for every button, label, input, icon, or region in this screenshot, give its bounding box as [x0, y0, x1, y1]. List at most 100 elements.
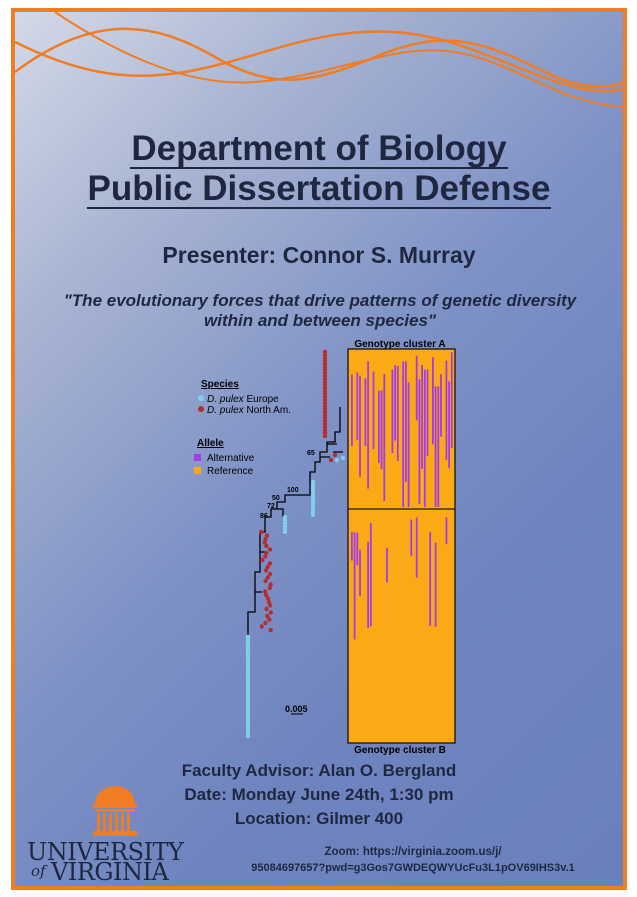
heatmap-streak — [359, 375, 361, 477]
uva-logo: UNIVERSITY of VIRGINIA — [27, 782, 197, 886]
north-am-tip — [265, 575, 270, 580]
heatmap-frame — [347, 348, 456, 744]
heatmap-streak — [434, 542, 437, 627]
heatmap-streak — [437, 386, 440, 507]
europe-tips — [245, 455, 346, 739]
north-am-tip — [328, 457, 334, 463]
legend-europe-label: D. pulex Europe — [207, 394, 279, 405]
north-am-tip — [267, 547, 273, 552]
heatmap-streak — [440, 374, 442, 437]
zoom-link[interactable]: 95084697657?pwd=g3Gos7GWDEQWYUcFu3L1pOV6… — [251, 862, 575, 874]
heatmap-streak — [410, 519, 413, 556]
title-line-2-text: Public Dissertation Defense — [86, 169, 552, 209]
heatmap-streak — [359, 549, 361, 597]
phylogenetic-tree — [247, 407, 343, 635]
north-am-tip — [265, 564, 270, 570]
north-am-tip — [267, 571, 273, 577]
title-line-1-text: Department of Biology — [130, 129, 508, 169]
heatmap-streak — [434, 386, 437, 507]
north-am-tip — [268, 610, 274, 615]
heatmap-streak — [383, 374, 386, 502]
heatmap-streak — [429, 532, 432, 626]
legend-north-am-species: D. pulex — [207, 405, 245, 416]
cluster-b-label: Genotype cluster B — [354, 745, 446, 756]
heatmap-streak — [369, 523, 372, 627]
heatmap-streak — [415, 517, 418, 578]
heatmap-streak — [407, 382, 410, 507]
heatmap-streak — [421, 364, 423, 469]
heatmap-streak — [432, 357, 434, 445]
zoom-line-1: Zoom: https://virginia.zoom.us/j/ — [324, 846, 502, 858]
faculty-advisor: Faculty Advisor: Alan O. Bergland — [181, 761, 457, 780]
heatmap-streak — [367, 361, 369, 489]
heatmap-streak — [356, 532, 359, 566]
legend-species-heading: Species — [201, 379, 239, 390]
legend-reference-swatch — [194, 467, 201, 474]
north-am-tip — [267, 603, 273, 608]
cluster-a-label: Genotype cluster A — [354, 339, 445, 350]
heatmap-streak — [353, 532, 356, 640]
heatmap-streak — [367, 541, 369, 628]
presenter: Presenter: Connor S. Murray — [162, 242, 476, 268]
heatmap-streak — [396, 366, 399, 462]
legend-north-am-label: D. pulex North Am. — [207, 405, 291, 416]
bootstrap-label: 50 — [272, 495, 280, 502]
north-am-tip — [263, 578, 268, 584]
heatmap-streak — [402, 361, 405, 507]
north-am-tip — [263, 554, 268, 559]
north-am-tip — [265, 613, 270, 619]
north-am-tip — [264, 543, 269, 549]
defense-location: Location: Gilmer 400 — [234, 809, 404, 828]
heatmap-streak — [445, 360, 448, 460]
legend-north-am-region: North Am. — [244, 405, 291, 416]
bootstrap-label: 72 — [267, 503, 275, 510]
north-am-tip — [267, 585, 273, 591]
heatmap-streak — [386, 547, 388, 583]
north-am-tip — [263, 592, 269, 598]
legend-north-am-marker — [198, 406, 204, 412]
logo-word-virginia: VIRGINIA — [51, 858, 169, 886]
heatmap-streak — [415, 355, 418, 421]
title-line-2: Public Dissertation Defense — [15, 170, 623, 209]
rotunda-icon — [93, 786, 137, 836]
heatmap-streak — [445, 517, 448, 545]
north-am-tip — [264, 533, 270, 538]
legend-europe-marker — [198, 395, 204, 401]
heatmap-streak — [378, 390, 380, 463]
north-am-tip — [266, 599, 272, 605]
north-am-tip — [259, 529, 264, 535]
europe-tip — [310, 512, 316, 518]
north-am-tip — [264, 606, 269, 612]
north-am-tip — [322, 433, 328, 439]
heatmap-streak — [391, 369, 394, 454]
heatmap-streak — [351, 531, 353, 561]
heatmap-streak — [356, 372, 359, 441]
dissertation-title: "The evolutionary forces that drive patt… — [63, 291, 577, 330]
north-am-tip — [263, 568, 269, 573]
heatmap-streak — [380, 390, 383, 470]
heatmap-streak — [372, 371, 375, 450]
legend-europe-species: D. pulex — [207, 394, 245, 405]
bootstrap-label: 86 — [260, 513, 268, 520]
north-am-tip — [262, 589, 268, 594]
europe-tip — [245, 733, 251, 739]
north-am-tip — [264, 550, 269, 556]
legend-allele-heading: Allele — [197, 438, 224, 449]
heatmap-streak — [450, 352, 453, 449]
north-am-tip — [263, 620, 268, 626]
logo-word-of: of — [31, 862, 46, 880]
phylogeny-figure: Genotype cluster A Genotype cluster B Sp… — [194, 339, 456, 756]
heatmap-streak — [394, 365, 396, 441]
heatmap-streak — [351, 374, 353, 446]
legend-europe-region: Europe — [244, 394, 279, 405]
europe-tip — [282, 529, 288, 535]
heatmap-streak — [405, 361, 407, 482]
logo-word-university: UNIVERSITY — [27, 838, 184, 866]
scale-bar-label: 0.005 — [285, 704, 308, 714]
north-am-tip — [268, 582, 273, 587]
europe-tip — [340, 455, 346, 461]
north-am-tip — [259, 624, 264, 629]
north-am-tip — [260, 557, 265, 563]
heatmap-streak — [418, 379, 421, 504]
north-am-tip — [267, 561, 273, 566]
